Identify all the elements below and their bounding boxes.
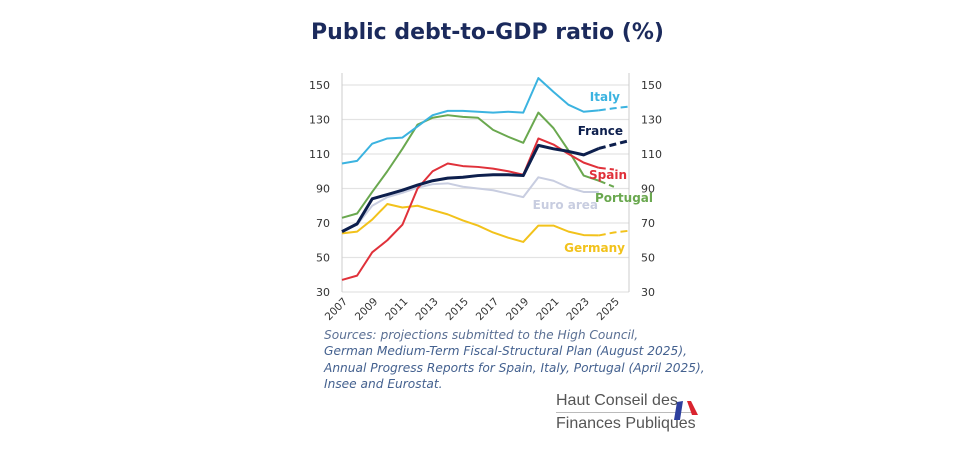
sources-line: German Medium-Term Fiscal-Structural Pla… [324,344,687,359]
hcfp-logo: Haut Conseil des Finances Publiques [556,390,696,435]
projection-line-spain [598,166,615,171]
x-tick: 2025 [595,296,622,323]
series-label: Portugal [595,191,653,205]
series-label: Spain [589,168,627,182]
y-tick-right: 130 [641,114,662,127]
sources-line: Insee and Eurostat. [324,376,443,391]
y-tick-right: 30 [641,286,655,299]
y-tick-left: 110 [309,148,330,161]
series-line-euro-area [341,176,599,233]
flag-logo-icon [674,401,698,420]
x-tick: 2015 [444,296,471,323]
projection-line-italy [598,105,630,112]
sources-note: Sources: projections submitted to the Hi… [324,327,705,392]
sources-line: Annual Progress Reports for Spain, Italy… [324,360,705,375]
projection-line-germany [598,229,630,237]
y-tick-left: 70 [316,217,330,230]
x-tick: 2011 [383,296,410,323]
series-line-italy [341,77,599,165]
y-tick-left: 30 [316,286,330,299]
y-tick-right: 50 [641,252,655,265]
x-tick: 2023 [564,296,591,323]
projection-line-portugal [598,179,615,188]
x-tick: 2019 [504,296,531,323]
series-label: Euro area [533,198,598,212]
x-tick: 2021 [534,296,561,323]
y-tick-right: 90 [641,183,655,196]
y-tick-right: 150 [641,79,662,92]
x-tick: 2009 [353,296,380,323]
logo-line1: Haut Conseil des [556,392,678,409]
projection-line-france [598,139,630,150]
series-line-spain [341,137,600,281]
series-label: Germany [564,241,625,255]
series-label: France [578,124,623,138]
x-tick: 2013 [413,296,440,323]
y-tick-left: 130 [309,114,330,127]
y-tick-right: 70 [641,217,655,230]
series-line-france [341,143,600,233]
chart-title: Public debt-to-GDP ratio (%) [311,20,664,45]
y-tick-right: 110 [641,148,662,161]
x-tick: 2007 [323,296,350,323]
y-tick-left: 90 [316,183,330,196]
y-tick-left: 50 [316,252,330,265]
sources-line: Sources: projections submitted to the Hi… [324,328,639,342]
series-line-portugal [341,111,600,219]
logo-line2: Finances Publiques [556,412,696,435]
y-tick-left: 150 [309,79,330,92]
series-line-germany [341,203,599,243]
x-tick: 2017 [474,296,501,323]
series-label: Italy [590,90,620,104]
